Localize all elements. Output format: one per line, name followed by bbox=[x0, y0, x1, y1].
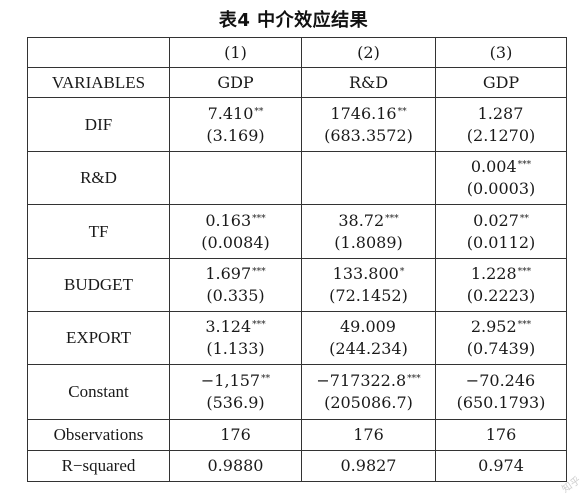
table-cell: 1.697*** (0.335) bbox=[169, 258, 302, 312]
observations-value: 176 bbox=[169, 419, 302, 451]
observations-label: Observations bbox=[27, 419, 170, 451]
standard-error: (683.3572) bbox=[324, 125, 413, 145]
coefficient: 1.697 bbox=[205, 264, 252, 283]
table-cell: 0.004*** (0.0003) bbox=[435, 151, 567, 205]
coefficient: 7.410 bbox=[207, 103, 254, 123]
standard-error: (2.1270) bbox=[466, 125, 536, 145]
coefficient: 133.800 bbox=[332, 264, 399, 283]
coefficient: 1.287 bbox=[477, 103, 524, 123]
observations-value: 176 bbox=[435, 419, 567, 451]
coefficient: 38.72 bbox=[338, 210, 385, 230]
table-row: R&D 0.004*** (0.0003) bbox=[27, 151, 567, 205]
standard-error: (1.8089) bbox=[334, 232, 403, 252]
significance-stars: ** bbox=[519, 213, 529, 224]
standard-error: (0.0084) bbox=[201, 232, 270, 252]
standard-error: (650.1793) bbox=[456, 393, 546, 412]
table-row: TF 0.163*** (0.0084) 38.72*** (1.8089) 0… bbox=[27, 204, 567, 259]
table-cell bbox=[169, 151, 302, 205]
significance-stars: *** bbox=[407, 374, 421, 384]
table-cell: 2.952*** (0.7439) bbox=[435, 311, 567, 365]
table-cell bbox=[301, 151, 436, 205]
significance-stars: *** bbox=[252, 267, 266, 277]
coefficient: −717322.8 bbox=[316, 371, 407, 390]
dependent-variable-header: R&D bbox=[301, 67, 436, 98]
table-cell: 38.72*** (1.8089) bbox=[301, 204, 436, 259]
significance-stars: *** bbox=[252, 320, 266, 330]
table-row: DIF 7.410** (3.169) 1746.16** (683.3572)… bbox=[27, 97, 567, 152]
column-number: (2) bbox=[301, 37, 436, 68]
column-number: (1) bbox=[169, 37, 302, 68]
coefficient: 1746.16 bbox=[330, 103, 397, 123]
significance-stars: * bbox=[399, 267, 405, 277]
standard-error: (72.1452) bbox=[329, 286, 408, 305]
significance-stars: *** bbox=[517, 320, 532, 330]
variables-header: VARIABLES bbox=[27, 67, 170, 98]
standard-error: (0.2223) bbox=[466, 286, 536, 305]
observations-value: 176 bbox=[301, 419, 436, 451]
significance-stars: *** bbox=[385, 213, 399, 224]
dependent-variable-header: GDP bbox=[435, 67, 567, 98]
r-squared-label: R−squared bbox=[27, 450, 170, 482]
table-row: EXPORT 3.124*** (1.133) 49.009 (244.234)… bbox=[27, 311, 567, 365]
table-cell: 7.410** (3.169) bbox=[169, 97, 302, 152]
table-cell: 0.163*** (0.0084) bbox=[169, 204, 302, 259]
significance-stars: *** bbox=[252, 213, 266, 224]
standard-error: (0.335) bbox=[206, 286, 265, 305]
coefficient: 49.009 bbox=[340, 317, 396, 336]
standard-error: (536.9) bbox=[206, 393, 265, 412]
standard-error: (0.0003) bbox=[466, 179, 536, 198]
table-row: BUDGET 1.697*** (0.335) 133.800* (72.145… bbox=[27, 258, 567, 312]
significance-stars: *** bbox=[517, 160, 532, 170]
table-cell: 1746.16** (683.3572) bbox=[301, 97, 436, 152]
table-cell: 3.124*** (1.133) bbox=[169, 311, 302, 365]
r-squared-value: 0.9827 bbox=[301, 450, 436, 482]
significance-stars: ** bbox=[397, 106, 407, 117]
coefficient: 0.027 bbox=[473, 210, 519, 230]
table-cell: −70.246 (650.1793) bbox=[435, 364, 567, 420]
coefficient: 1.228 bbox=[470, 264, 517, 283]
r-squared-row: R−squared 0.9880 0.9827 0.974 bbox=[27, 450, 567, 482]
variable-name: TF bbox=[27, 204, 170, 259]
table-cell: 0.027** (0.0112) bbox=[435, 204, 567, 259]
table-cell: 1.287 (2.1270) bbox=[435, 97, 567, 152]
table-cell: −717322.8*** (205086.7) bbox=[301, 364, 436, 420]
standard-error: (1.133) bbox=[206, 339, 265, 358]
variable-name: DIF bbox=[27, 97, 170, 152]
observations-row: Observations 176 176 176 bbox=[27, 419, 567, 451]
coefficient: −1,157 bbox=[200, 371, 261, 390]
standard-error: (0.0112) bbox=[466, 232, 536, 252]
significance-stars: ** bbox=[261, 374, 271, 384]
significance-stars: ** bbox=[254, 106, 264, 117]
variable-name: EXPORT bbox=[27, 311, 170, 365]
table-cell: 133.800* (72.1452) bbox=[301, 258, 436, 312]
standard-error: (3.169) bbox=[206, 125, 265, 145]
variable-name: BUDGET bbox=[27, 258, 170, 312]
corner-cell bbox=[27, 37, 170, 68]
coefficient: 3.124 bbox=[205, 317, 252, 336]
header-row: VARIABLES GDP R&D GDP bbox=[27, 67, 567, 98]
table-cell: 1.228*** (0.2223) bbox=[435, 258, 567, 312]
variable-name: R&D bbox=[27, 151, 170, 205]
coefficient: 0.004 bbox=[470, 157, 517, 176]
significance-stars: *** bbox=[517, 267, 532, 277]
dependent-variable-header: GDP bbox=[169, 67, 302, 98]
coefficient: 2.952 bbox=[470, 317, 517, 336]
r-squared-value: 0.974 bbox=[435, 450, 567, 482]
coefficient: −70.246 bbox=[465, 371, 536, 390]
variable-name: Constant bbox=[27, 364, 170, 420]
r-squared-value: 0.9880 bbox=[169, 450, 302, 482]
column-number-row: (1) (2) (3) bbox=[27, 37, 567, 68]
standard-error: (244.234) bbox=[329, 339, 408, 358]
standard-error: (205086.7) bbox=[324, 393, 413, 412]
standard-error: (0.7439) bbox=[466, 339, 536, 358]
table-caption: 表4 中介效应结果 bbox=[218, 10, 369, 31]
table-cell: 49.009 (244.234) bbox=[301, 311, 436, 365]
coefficient: 0.163 bbox=[205, 210, 252, 230]
results-table: (1) (2) (3) VARIABLES GDP R&D GDP DIF 7.… bbox=[27, 37, 567, 482]
table-row: Constant −1,157** (536.9) −717322.8*** (… bbox=[27, 364, 567, 420]
column-number: (3) bbox=[435, 37, 567, 68]
table-cell: −1,157** (536.9) bbox=[169, 364, 302, 420]
